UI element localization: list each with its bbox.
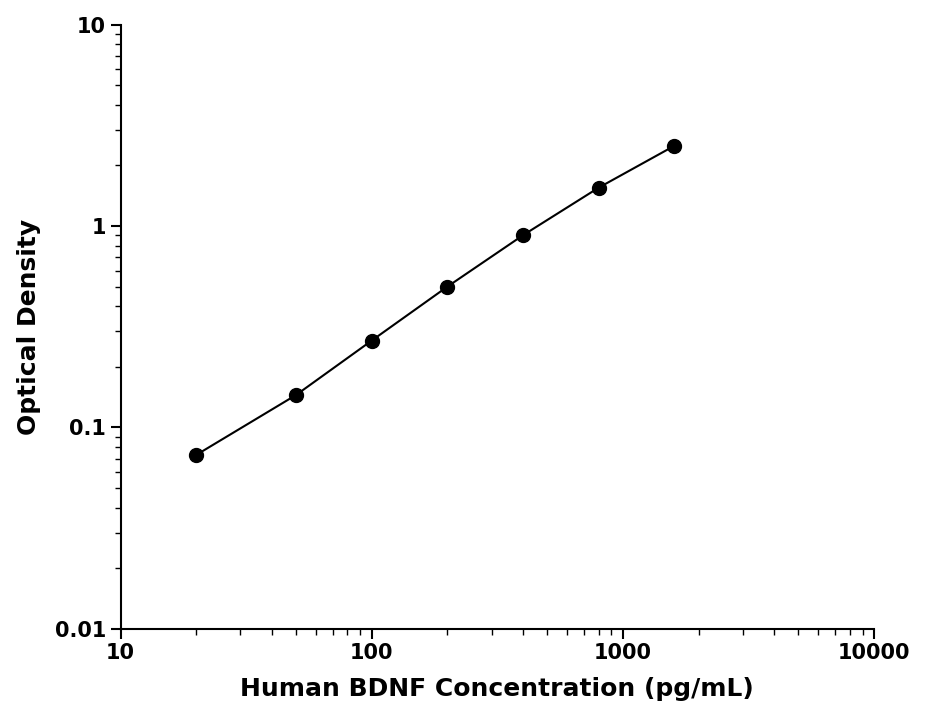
Y-axis label: Optical Density: Optical Density [17, 219, 41, 435]
X-axis label: Human BDNF Concentration (pg/mL): Human BDNF Concentration (pg/mL) [240, 677, 755, 701]
